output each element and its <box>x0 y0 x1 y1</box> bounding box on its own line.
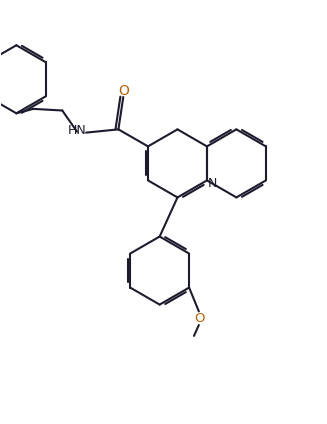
Text: HN: HN <box>68 125 86 137</box>
Text: O: O <box>118 84 129 98</box>
Text: O: O <box>195 312 205 325</box>
Text: N: N <box>208 177 217 190</box>
